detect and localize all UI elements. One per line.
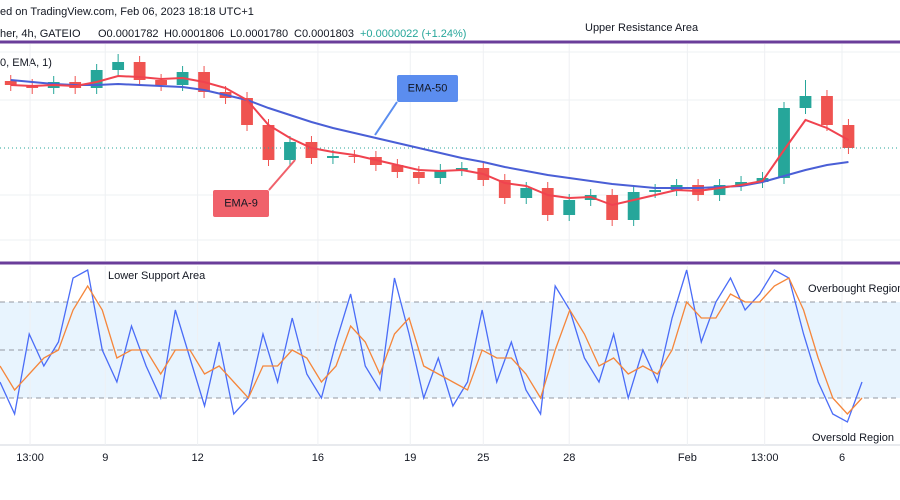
candle-body [262,125,275,160]
annotation: Overbought Region [808,283,900,295]
x-tick-label: 9 [102,452,108,464]
candle-body [541,188,554,215]
annotation: Lower Support Area [108,270,206,282]
ema-line [10,74,849,207]
candle-body [713,185,726,195]
callout-box [397,75,458,102]
candle-body [155,80,168,85]
open: O0.0001782 [98,28,159,40]
symbol: her, 4h, GATEIO [0,28,81,40]
x-tick-label: 28 [563,452,575,464]
change: +0.0000022 (+1.24%) [360,28,466,40]
annotation: Upper Resistance Area [585,22,699,34]
oscillator-line [0,277,863,415]
x-tick-label: 6 [839,452,845,464]
candle-body [305,142,318,158]
x-tick-label: 13:00 [751,452,779,464]
candle-body [241,98,253,125]
low: L0.0001780 [230,28,288,40]
candle-body [112,62,125,70]
candle-body [821,96,833,125]
close: C0.0001803 [294,28,354,40]
candle-body [327,156,339,158]
annotation: Oversold Region [812,432,894,444]
candle-body [649,190,662,192]
header-ohlc: her, 4h, GATEIO O0.0001782 H0.0001806 L0… [0,28,466,40]
candle-body [90,70,103,88]
ema-line [10,79,849,189]
callout-label: EMA-9 [224,197,258,209]
candle-body [391,165,404,172]
callout-pointer [268,159,296,191]
candle-body [735,182,747,185]
high: H0.0001806 [164,28,224,40]
x-tick-label: 16 [312,452,324,464]
callout-pointer [374,101,398,136]
candle-body [606,195,619,220]
x-tick-label: 12 [191,452,203,464]
candle-body [133,62,146,80]
x-tick-label: 19 [404,452,416,464]
candle-body [799,96,812,108]
callout-box [213,190,269,217]
candle-body [778,108,790,178]
candle-body [520,188,533,198]
candle-body [348,156,361,157]
candle-body [412,172,425,178]
candle-body [842,125,855,148]
candle-body [498,180,511,198]
x-tick-label: Feb [678,452,697,464]
candle-body [4,81,17,85]
x-tick-label: 25 [477,452,489,464]
oscillator-line [0,268,863,423]
candle-body [434,170,447,178]
candle-body [627,192,640,220]
x-tick-label: 13:00 [16,452,44,464]
indicator-label: 0, EMA, 1) [0,57,52,69]
source-line: ed on TradingView.com, Feb 06, 2023 18:1… [0,6,254,18]
callout-label: EMA-50 [408,82,448,94]
candle-body [563,200,576,215]
candle-body [284,142,296,160]
